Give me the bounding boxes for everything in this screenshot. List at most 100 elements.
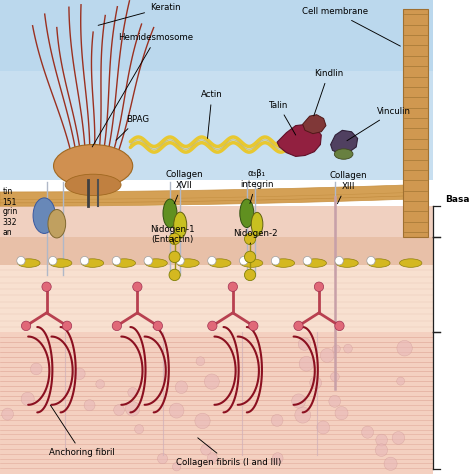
Text: Collagen
XIII: Collagen XIII [329, 172, 367, 204]
Bar [0, 0, 433, 71]
Ellipse shape [177, 259, 199, 267]
Ellipse shape [272, 259, 295, 267]
Circle shape [362, 426, 374, 438]
Text: tin: tin [2, 188, 13, 196]
Ellipse shape [240, 259, 263, 267]
Circle shape [330, 372, 339, 381]
Ellipse shape [48, 210, 66, 238]
Circle shape [173, 463, 181, 471]
Ellipse shape [145, 259, 167, 267]
Circle shape [48, 256, 57, 265]
Ellipse shape [368, 259, 390, 267]
Circle shape [204, 374, 219, 389]
Circle shape [249, 321, 258, 331]
Ellipse shape [251, 212, 263, 236]
Ellipse shape [336, 259, 358, 267]
Circle shape [74, 368, 85, 380]
Circle shape [272, 453, 283, 464]
Circle shape [392, 431, 405, 444]
Circle shape [397, 377, 405, 385]
Circle shape [42, 282, 51, 292]
Circle shape [303, 256, 311, 265]
Circle shape [175, 381, 188, 393]
Circle shape [245, 251, 255, 263]
Text: Actin: Actin [201, 91, 223, 138]
Circle shape [332, 345, 340, 353]
Polygon shape [331, 130, 357, 154]
Ellipse shape [209, 259, 231, 267]
Circle shape [299, 356, 314, 371]
Circle shape [17, 256, 25, 265]
Circle shape [335, 407, 348, 420]
Text: Keratin: Keratin [98, 3, 181, 25]
Circle shape [133, 282, 142, 292]
Text: Kindlin: Kindlin [314, 69, 343, 116]
Circle shape [30, 363, 42, 375]
Circle shape [114, 404, 125, 416]
Circle shape [397, 340, 412, 356]
Circle shape [239, 256, 248, 265]
Text: 151: 151 [2, 199, 17, 207]
Polygon shape [303, 115, 326, 134]
Text: α₃β₁
integrin: α₃β₁ integrin [240, 170, 274, 203]
Ellipse shape [113, 259, 136, 267]
Circle shape [228, 282, 237, 292]
Circle shape [196, 357, 205, 365]
Circle shape [367, 256, 375, 265]
Circle shape [295, 407, 311, 423]
Circle shape [375, 444, 388, 456]
Ellipse shape [163, 199, 177, 228]
Circle shape [126, 401, 140, 416]
Circle shape [169, 233, 180, 245]
Circle shape [81, 256, 89, 265]
Circle shape [169, 269, 180, 281]
Ellipse shape [304, 259, 327, 267]
Text: Anchoring fibril: Anchoring fibril [49, 405, 114, 457]
Circle shape [292, 394, 306, 408]
Circle shape [153, 321, 163, 331]
Text: Collagen fibrils (I and III): Collagen fibrils (I and III) [175, 438, 281, 466]
Ellipse shape [400, 259, 422, 267]
Ellipse shape [240, 199, 254, 228]
Ellipse shape [173, 212, 187, 238]
Circle shape [271, 256, 280, 265]
Circle shape [176, 256, 184, 265]
Ellipse shape [49, 259, 72, 267]
Text: Nidogen-2: Nidogen-2 [233, 229, 277, 244]
Circle shape [135, 425, 144, 434]
Circle shape [317, 421, 329, 434]
Bar [0, 265, 433, 332]
Bar [0, 0, 433, 180]
Circle shape [329, 395, 341, 407]
Circle shape [195, 413, 210, 428]
Ellipse shape [54, 145, 133, 187]
Bar [0, 332, 433, 474]
Text: Talin: Talin [269, 101, 296, 135]
Ellipse shape [82, 259, 104, 267]
Circle shape [335, 256, 343, 265]
Circle shape [245, 269, 255, 281]
Circle shape [21, 392, 34, 406]
Circle shape [112, 321, 121, 331]
Ellipse shape [33, 198, 55, 233]
Circle shape [208, 256, 216, 265]
Bar [0, 237, 433, 265]
Circle shape [335, 321, 344, 331]
Circle shape [207, 453, 217, 463]
Circle shape [84, 400, 95, 411]
Circle shape [201, 444, 211, 455]
Ellipse shape [334, 149, 353, 159]
Text: grin: grin [2, 208, 18, 216]
Text: an: an [2, 228, 12, 237]
Circle shape [169, 251, 180, 263]
Circle shape [21, 321, 31, 331]
Text: Hemidesmosome: Hemidesmosome [92, 34, 193, 147]
Ellipse shape [18, 259, 40, 267]
Bar [0, 206, 433, 237]
Text: Nidogen-1
(Entactin): Nidogen-1 (Entactin) [150, 225, 195, 244]
Circle shape [320, 348, 334, 363]
Circle shape [310, 377, 321, 389]
Text: Cell membrane: Cell membrane [302, 8, 401, 46]
Circle shape [208, 321, 217, 331]
Polygon shape [0, 185, 410, 206]
